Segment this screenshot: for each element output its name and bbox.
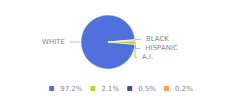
svg-text:BLACK: BLACK <box>146 35 169 43</box>
svg-text:HISPANIC: HISPANIC <box>145 44 178 52</box>
svg-text:WHITE: WHITE <box>42 38 65 46</box>
svg-text:0.2%: 0.2% <box>175 85 193 93</box>
svg-text:0.5%: 0.5% <box>138 85 156 93</box>
svg-text:97.2%: 97.2% <box>60 85 83 93</box>
svg-text:A.I.: A.I. <box>142 53 153 61</box>
svg-text:2.1%: 2.1% <box>101 85 119 93</box>
